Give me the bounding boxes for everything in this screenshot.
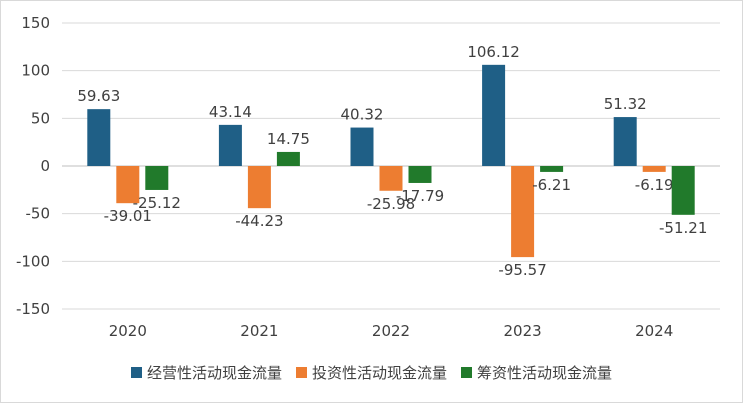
data-label: -51.21	[659, 219, 707, 237]
bar-3	[671, 166, 695, 215]
bar-1	[218, 124, 242, 166]
data-label: 14.75	[267, 130, 310, 148]
x-tick-label: 2023	[504, 322, 542, 340]
bar-2	[247, 166, 271, 209]
y-tick-label: -50	[26, 205, 51, 223]
legend-swatch-operating	[130, 367, 142, 378]
x-tick-label: 2022	[372, 322, 410, 340]
legend-item-financing: 筹资性活动现金流量	[461, 362, 612, 383]
data-label: -6.21	[532, 176, 571, 194]
y-tick-label: 50	[31, 109, 50, 127]
data-label: 51.32	[604, 95, 647, 113]
bar-1	[87, 109, 111, 166]
bar-2	[511, 166, 535, 258]
data-label: 59.63	[77, 87, 120, 105]
data-label: 106.12	[467, 43, 520, 61]
legend-label-operating: 经营性活动现金流量	[146, 364, 282, 382]
bar-3	[408, 166, 432, 183]
y-tick-label: -100	[16, 252, 50, 270]
legend-swatch-investing	[295, 367, 307, 378]
legend: 经营性活动现金流量 投资性活动现金流量 筹资性活动现金流量	[0, 362, 743, 383]
legend-label-financing: 筹资性活动现金流量	[477, 364, 613, 382]
bar-2	[642, 166, 666, 172]
bar-2	[379, 166, 403, 191]
bar-1	[482, 64, 506, 166]
y-tick-label: 100	[21, 62, 50, 80]
bar-3	[540, 166, 564, 172]
data-label: -25.12	[133, 194, 181, 212]
bar-1	[613, 117, 637, 166]
data-label: 40.32	[341, 106, 384, 124]
bar-1	[350, 127, 374, 166]
bar-3	[276, 151, 300, 166]
bar-3	[145, 166, 169, 190]
data-label: -44.23	[235, 212, 283, 230]
legend-item-operating: 经营性活动现金流量	[130, 362, 282, 383]
y-tick-label: 150	[21, 14, 50, 32]
data-label: -95.57	[498, 261, 546, 279]
legend-swatch-financing	[461, 367, 472, 378]
data-label: -17.79	[396, 187, 444, 205]
data-label: -6.19	[635, 176, 674, 194]
legend-item-investing: 投资性活动现金流量	[295, 362, 447, 383]
x-tick-label: 2020	[109, 322, 147, 340]
bar-2	[116, 166, 140, 204]
x-tick-label: 2024	[635, 322, 673, 340]
data-label: -25.98	[367, 195, 415, 213]
y-tick-label: -150	[16, 300, 50, 318]
x-tick-label: 2021	[240, 322, 278, 340]
data-label: -39.01	[104, 207, 152, 225]
y-tick-label: 0	[40, 157, 50, 175]
data-label: 43.14	[209, 103, 252, 121]
legend-label-investing: 投资性活动现金流量	[311, 364, 447, 382]
